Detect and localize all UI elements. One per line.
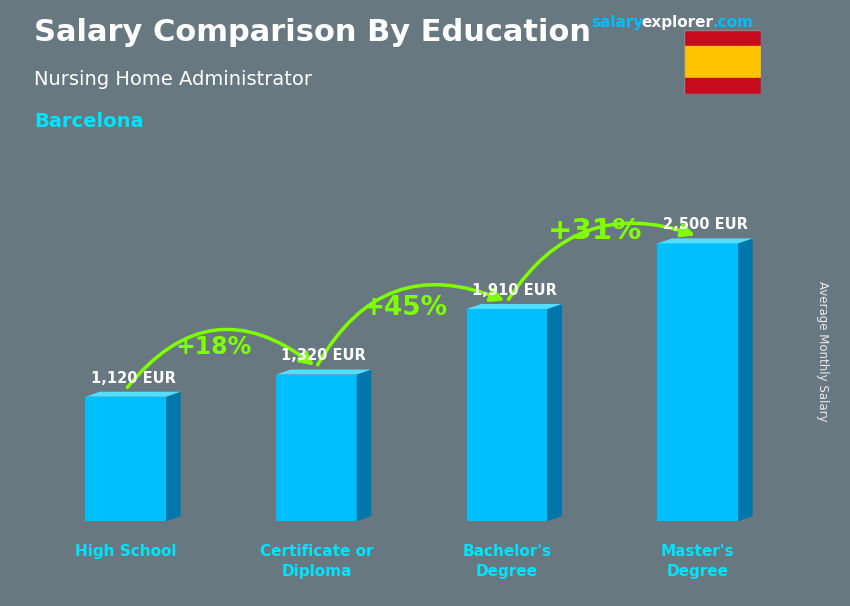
Text: Barcelona: Barcelona <box>34 112 144 131</box>
Text: Salary Comparison By Education: Salary Comparison By Education <box>34 18 591 47</box>
Text: Bachelor's
Degree: Bachelor's Degree <box>462 544 552 579</box>
Polygon shape <box>166 391 181 521</box>
Text: explorer: explorer <box>642 15 714 30</box>
Text: salary: salary <box>591 15 643 30</box>
Polygon shape <box>85 391 181 397</box>
Polygon shape <box>276 370 371 375</box>
Text: +18%: +18% <box>176 335 252 359</box>
Text: 1,910 EUR: 1,910 EUR <box>472 283 557 298</box>
Text: Nursing Home Administrator: Nursing Home Administrator <box>34 70 312 88</box>
Polygon shape <box>657 244 738 521</box>
Text: +31%: +31% <box>547 217 643 245</box>
Text: 1,320 EUR: 1,320 EUR <box>281 348 366 364</box>
Bar <box>684 78 761 94</box>
Text: Certificate or
Diploma: Certificate or Diploma <box>259 544 373 579</box>
Text: +45%: +45% <box>362 295 447 321</box>
Text: 1,120 EUR: 1,120 EUR <box>91 371 175 385</box>
Bar <box>684 30 761 46</box>
Polygon shape <box>85 397 166 521</box>
Polygon shape <box>276 375 357 521</box>
Polygon shape <box>657 238 752 244</box>
Text: Master's
Degree: Master's Degree <box>661 544 734 579</box>
Text: High School: High School <box>75 544 177 559</box>
Polygon shape <box>467 309 547 521</box>
Polygon shape <box>738 238 752 521</box>
Text: .com: .com <box>712 15 753 30</box>
Polygon shape <box>467 304 562 309</box>
Polygon shape <box>357 370 371 521</box>
Text: Average Monthly Salary: Average Monthly Salary <box>816 281 829 422</box>
Text: 2,500 EUR: 2,500 EUR <box>662 218 747 232</box>
Bar <box>684 46 761 78</box>
Polygon shape <box>547 304 562 521</box>
